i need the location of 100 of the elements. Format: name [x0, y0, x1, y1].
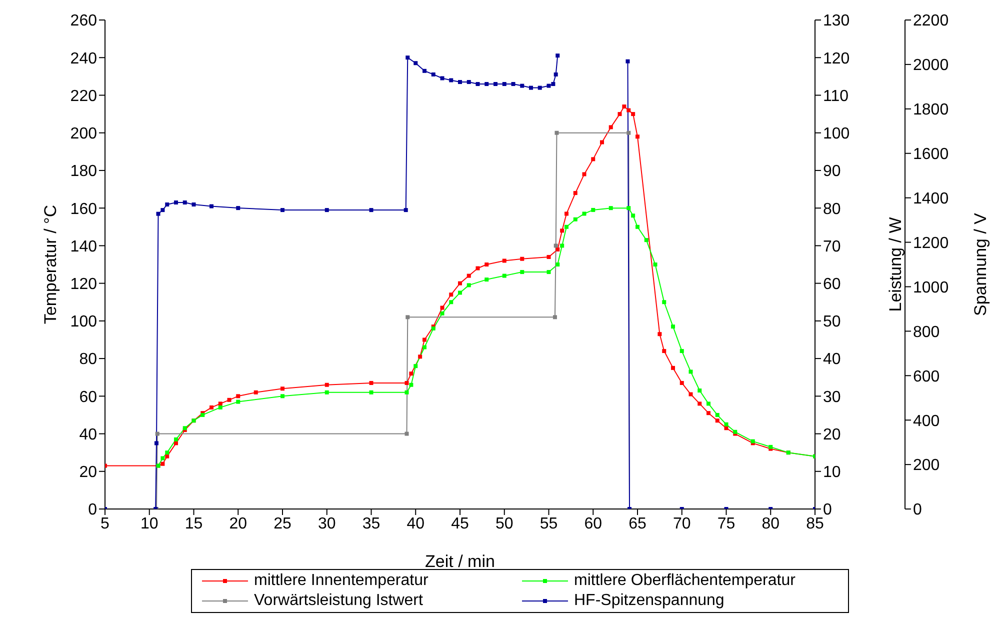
x-tick-label: 85 [806, 515, 824, 532]
point [644, 238, 648, 242]
point [210, 405, 214, 410]
point [406, 315, 410, 320]
y3-tick-label: 0 [913, 502, 922, 519]
y3-tick-label: 600 [913, 368, 940, 386]
y2-tick-label: 0 [823, 502, 832, 519]
x-tick-label: 10 [140, 515, 158, 532]
y2-tick-label: 110 [823, 88, 849, 105]
x-tick-label: 20 [229, 515, 248, 532]
y3-tick-label: 400 [913, 412, 940, 430]
point [680, 349, 684, 354]
point [688, 392, 693, 396]
point [626, 206, 631, 210]
x-tick-label: 40 [406, 515, 425, 532]
y-tick-label: 200 [70, 126, 98, 143]
point [418, 354, 422, 359]
point [218, 402, 222, 406]
point [165, 450, 170, 455]
point [636, 134, 640, 139]
point [154, 441, 158, 446]
point [466, 274, 471, 278]
y-tick-label: 260 [70, 12, 98, 30]
x-tick-label: 70 [672, 515, 691, 532]
point [165, 202, 170, 206]
point [494, 82, 498, 86]
point [688, 370, 693, 374]
point [556, 54, 560, 58]
point [369, 380, 374, 385]
point [520, 84, 524, 88]
point [554, 130, 559, 135]
point [414, 364, 418, 368]
y3-tick-label: 1600 [913, 146, 949, 164]
point [626, 59, 630, 64]
point [422, 338, 426, 342]
y-axis-title: Temperatur / °C [41, 204, 60, 324]
point [404, 390, 409, 394]
point [174, 437, 178, 442]
point [404, 208, 408, 212]
y3-tick-label: 200 [913, 457, 940, 474]
point [520, 256, 524, 261]
x-tick-label: 50 [495, 515, 514, 532]
y3-axis-title: Spannung / V [971, 212, 990, 316]
point [706, 411, 710, 416]
point [608, 125, 613, 130]
y2-tick-label: 60 [823, 276, 841, 293]
point [715, 418, 720, 423]
point [422, 68, 426, 73]
point [511, 82, 516, 86]
y2-tick-label: 90 [823, 163, 841, 180]
point [440, 306, 444, 310]
x-tick-label: 65 [628, 515, 646, 532]
point [538, 86, 542, 90]
point [698, 402, 702, 406]
point [476, 82, 480, 86]
point [414, 61, 418, 66]
point [156, 212, 160, 216]
y2-tick-label: 50 [823, 314, 841, 331]
point [658, 332, 662, 336]
point [564, 212, 568, 216]
y-tick-label: 240 [70, 50, 98, 68]
point [554, 244, 558, 248]
point [227, 398, 232, 402]
point [210, 204, 214, 208]
y-tick-label: 20 [79, 464, 98, 482]
point [236, 394, 240, 398]
y3-tick-label: 2000 [913, 57, 949, 74]
point [636, 224, 640, 229]
point [626, 108, 631, 112]
point [449, 78, 454, 82]
x-tick-label: 35 [362, 515, 380, 532]
x-axis-title: Zeit / min [425, 552, 495, 571]
point [551, 82, 556, 86]
point [680, 380, 684, 385]
point [174, 200, 178, 204]
y2-tick-label: 30 [823, 388, 841, 406]
point [502, 274, 506, 278]
point [560, 228, 564, 233]
point [626, 130, 631, 135]
point [182, 200, 187, 204]
point [698, 388, 702, 393]
point [560, 244, 564, 248]
point [280, 394, 284, 398]
point [280, 386, 284, 391]
y3-tick-label: 1800 [913, 102, 949, 119]
legend-label: HF-Spitzenspannung [574, 592, 724, 610]
point [369, 390, 374, 394]
point [653, 262, 658, 266]
point [449, 292, 454, 297]
point [608, 206, 613, 210]
point [591, 208, 596, 212]
point [631, 112, 636, 116]
point [406, 56, 410, 60]
point [155, 432, 160, 436]
point [409, 372, 414, 376]
y-tick-label: 160 [70, 200, 98, 218]
point [160, 462, 165, 466]
point [449, 300, 454, 304]
point [573, 191, 578, 196]
legend-label: mittlere Innentemperatur [254, 572, 428, 590]
